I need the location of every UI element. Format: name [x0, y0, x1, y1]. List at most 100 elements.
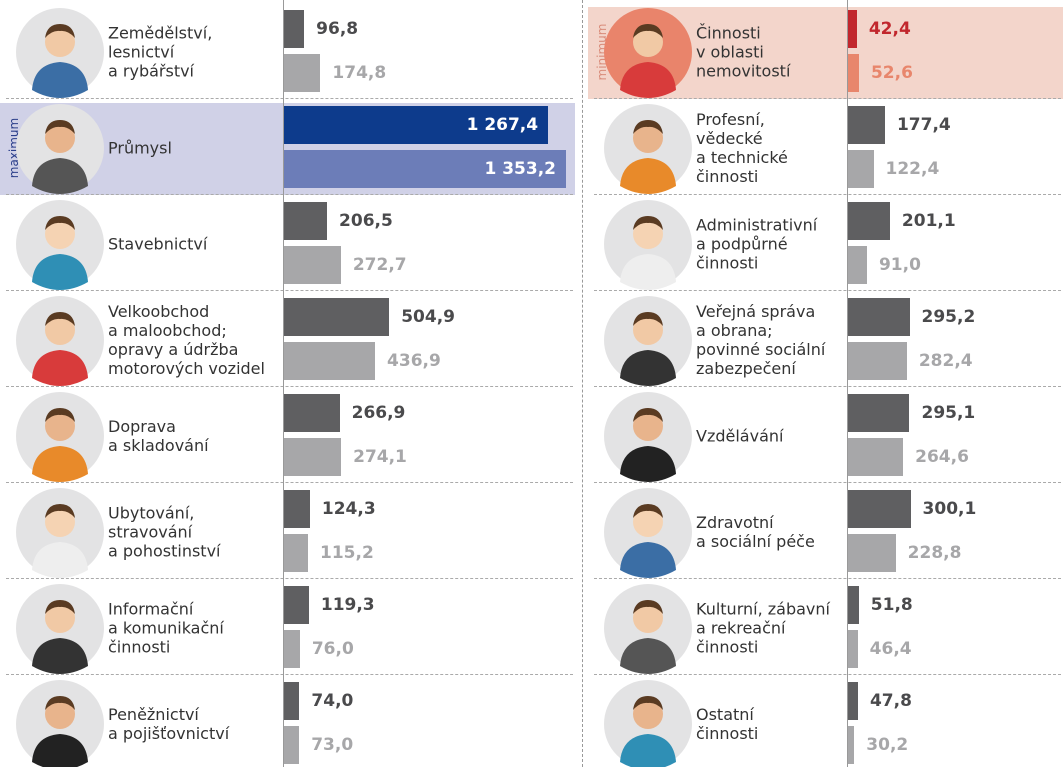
bar-axis [283, 0, 284, 767]
person-icon [602, 294, 694, 386]
bar [284, 54, 320, 92]
category-label: Vzdělávání [696, 427, 783, 446]
value-label: 30,2 [866, 735, 908, 755]
value-label: 264,6 [915, 447, 969, 467]
bar [284, 298, 389, 336]
row-separator [594, 98, 1061, 99]
row-separator [594, 482, 1061, 483]
person-icon [14, 390, 106, 482]
value-label: 282,4 [919, 351, 973, 371]
value-label: 76,0 [312, 639, 354, 659]
person-icon [602, 102, 694, 194]
value-label: 266,9 [352, 403, 406, 423]
category-label: Peněžnictví a pojišťovnictví [108, 705, 229, 743]
person-icon [602, 390, 694, 482]
value-label: 73,0 [311, 735, 353, 755]
value-label: 119,3 [321, 595, 375, 615]
value-label: 91,0 [879, 255, 921, 275]
bar [848, 726, 854, 764]
bar [848, 202, 890, 240]
bar [848, 342, 907, 380]
person-icon [14, 582, 106, 674]
bar [284, 394, 340, 432]
value-label: 228,8 [908, 543, 962, 563]
row-separator [594, 386, 1061, 387]
value-label: 52,6 [871, 63, 913, 83]
value-label: 274,1 [353, 447, 407, 467]
panel-divider [582, 0, 583, 767]
bar [284, 202, 327, 240]
category-label: Veřejná správa a obrana; povinné sociáln… [696, 302, 825, 378]
row-separator [6, 482, 573, 483]
bar [848, 150, 874, 188]
category-label: Velkoobchod a maloobchod; opravy a údržb… [108, 302, 265, 378]
infographic: Zemědělství, lesnictví a rybářství 96,8 17… [0, 0, 1063, 767]
value-label: 272,7 [353, 255, 407, 275]
value-label: 51,8 [871, 595, 913, 615]
row-separator [594, 578, 1061, 579]
bar [284, 726, 299, 764]
person-icon [602, 678, 694, 767]
category-label: Činnosti v oblasti nemovitostí [696, 24, 790, 81]
category-label: Stavebnictví [108, 235, 207, 254]
bar [848, 586, 859, 624]
value-label: 122,4 [886, 159, 940, 179]
bar [848, 534, 896, 572]
value-label: 46,4 [870, 639, 912, 659]
value-label: 174,8 [332, 63, 386, 83]
person-icon [14, 102, 106, 194]
bar [284, 438, 341, 476]
value-label: 124,3 [322, 499, 376, 519]
bar [284, 10, 304, 48]
row-separator [6, 578, 573, 579]
bar [848, 490, 911, 528]
value-label: 295,1 [921, 403, 975, 423]
category-label: Profesní, vědecké a technické činnosti [696, 110, 788, 186]
bar [284, 342, 375, 380]
row-separator [6, 386, 573, 387]
person-icon [602, 198, 694, 290]
bar [848, 630, 858, 668]
value-label: 115,2 [320, 543, 374, 563]
bar [848, 298, 910, 336]
bar [848, 246, 867, 284]
bar [848, 10, 857, 48]
value-label: 42,4 [869, 19, 911, 39]
bar [284, 490, 310, 528]
bar [284, 586, 309, 624]
person-icon [14, 486, 106, 578]
value-label: 177,4 [897, 115, 951, 135]
value-label: 436,9 [387, 351, 441, 371]
value-label: 1 353,2 [484, 159, 556, 179]
bar [848, 106, 885, 144]
value-label: 1 267,4 [467, 115, 539, 135]
bar [284, 246, 341, 284]
row-separator [6, 290, 573, 291]
value-label: 295,2 [922, 307, 976, 327]
bar [284, 534, 308, 572]
bar [284, 630, 300, 668]
person-icon [602, 582, 694, 674]
bar [284, 682, 299, 720]
value-label: 47,8 [870, 691, 912, 711]
value-label: 300,1 [923, 499, 977, 519]
person-icon [14, 6, 106, 98]
category-label: Administrativní a podpůrné činnosti [696, 216, 817, 273]
value-label: 504,9 [401, 307, 455, 327]
person-icon [602, 6, 694, 98]
bar [848, 682, 858, 720]
category-label: Ubytování, stravování a pohostinství [108, 504, 220, 561]
person-icon [14, 294, 106, 386]
bar [848, 54, 859, 92]
row-separator [594, 674, 1061, 675]
bar [848, 438, 903, 476]
value-label: 96,8 [316, 19, 358, 39]
category-label: Doprava a skladování [108, 417, 209, 455]
category-label: Ostatní činnosti [696, 705, 758, 743]
category-label: Zdravotní a sociální péče [696, 513, 815, 551]
category-label: Průmysl [108, 139, 172, 158]
category-label: Zemědělství, lesnictví a rybářství [108, 24, 212, 81]
value-label: 74,0 [311, 691, 353, 711]
value-label: 206,5 [339, 211, 393, 231]
bar-axis [847, 0, 848, 767]
